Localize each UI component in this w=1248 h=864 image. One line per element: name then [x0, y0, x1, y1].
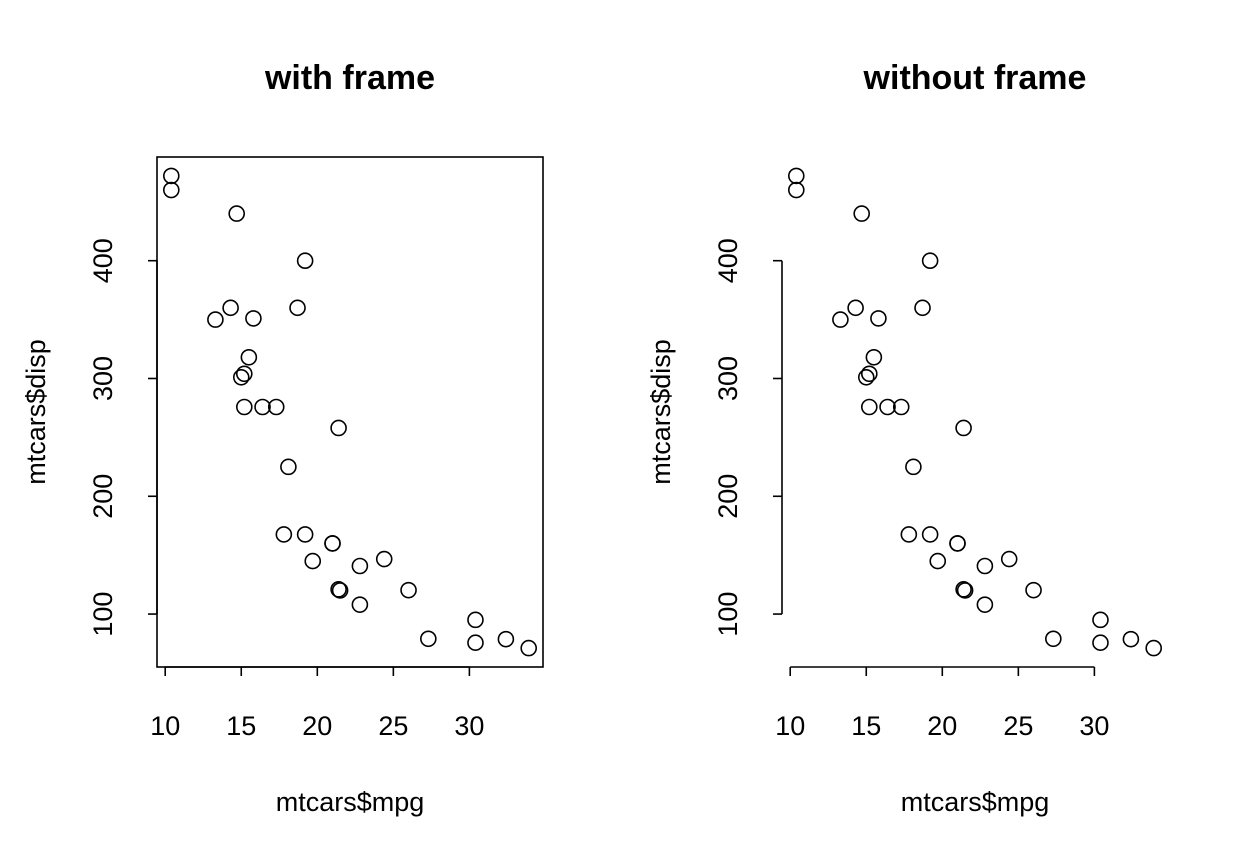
point [860, 398, 878, 416]
point [921, 252, 939, 269]
point [870, 310, 887, 327]
point [375, 550, 393, 568]
point [853, 205, 870, 222]
point [976, 557, 994, 575]
y-tick-label: 300 [713, 356, 743, 401]
plot-frame [156, 156, 544, 668]
x-tick-label: 30 [454, 711, 484, 741]
point [331, 582, 349, 599]
point [1092, 634, 1109, 651]
point [955, 581, 972, 598]
y-axis-label: mtcars$disp [21, 339, 51, 485]
point [847, 299, 864, 317]
point [949, 535, 966, 552]
point [275, 526, 293, 543]
point [280, 458, 297, 476]
point [330, 419, 347, 437]
point [467, 634, 484, 651]
point [1145, 639, 1163, 657]
point [892, 398, 910, 416]
y-tick-label: 100 [88, 592, 118, 637]
point [232, 369, 250, 386]
y-tick-label: 300 [88, 356, 118, 401]
y-tick-label: 200 [713, 474, 743, 519]
point [245, 310, 262, 327]
point [1092, 611, 1109, 629]
point [905, 458, 922, 476]
point [351, 596, 369, 613]
y-axis-label: mtcars$disp [646, 339, 676, 485]
point [240, 348, 258, 366]
point [956, 582, 974, 599]
x-tick-label: 30 [1079, 711, 1109, 741]
point [400, 581, 417, 599]
point [254, 398, 271, 416]
point [289, 299, 306, 317]
y-tick-label: 100 [713, 592, 743, 637]
x-tick-label: 10 [150, 711, 180, 741]
x-axis-label: mtcars$mpg [901, 787, 1050, 817]
point [1122, 630, 1140, 648]
point [787, 181, 805, 199]
point [914, 299, 931, 317]
point [235, 398, 253, 416]
point [304, 552, 322, 570]
point [520, 639, 538, 657]
point [929, 552, 947, 570]
y-tick-label: 200 [88, 474, 118, 519]
point [267, 398, 285, 416]
point [497, 630, 515, 648]
point [832, 311, 849, 328]
x-tick-label: 20 [927, 711, 957, 741]
x-tick-label: 20 [302, 711, 332, 741]
point [1025, 581, 1042, 599]
point [235, 365, 253, 383]
x-tick-label: 15 [851, 711, 881, 741]
point [857, 369, 875, 386]
point [162, 167, 180, 185]
point [162, 181, 180, 199]
point [955, 419, 972, 437]
x-axis-label: mtcars$mpg [276, 787, 425, 817]
x-tick-label: 15 [226, 711, 256, 741]
point [921, 526, 939, 543]
point [467, 611, 484, 629]
point [976, 596, 994, 613]
point [865, 348, 883, 366]
chart-title: without frame [863, 59, 1087, 97]
point [296, 252, 314, 269]
point [879, 398, 896, 416]
point [228, 205, 245, 222]
x-tick-label: 25 [378, 711, 408, 741]
x-tick-label: 25 [1003, 711, 1033, 741]
point [787, 167, 805, 185]
x-tick-label: 10 [775, 711, 805, 741]
point [1000, 550, 1018, 568]
point [207, 311, 224, 328]
point [351, 557, 369, 575]
point [860, 365, 878, 383]
chart-title: with frame [264, 59, 435, 97]
point [1045, 630, 1062, 648]
y-tick-label: 400 [88, 238, 118, 283]
y-tick-label: 400 [713, 238, 743, 283]
point [296, 526, 314, 543]
point [324, 535, 341, 552]
point [222, 299, 239, 317]
point [420, 630, 437, 648]
point [900, 526, 918, 543]
point [330, 581, 347, 598]
